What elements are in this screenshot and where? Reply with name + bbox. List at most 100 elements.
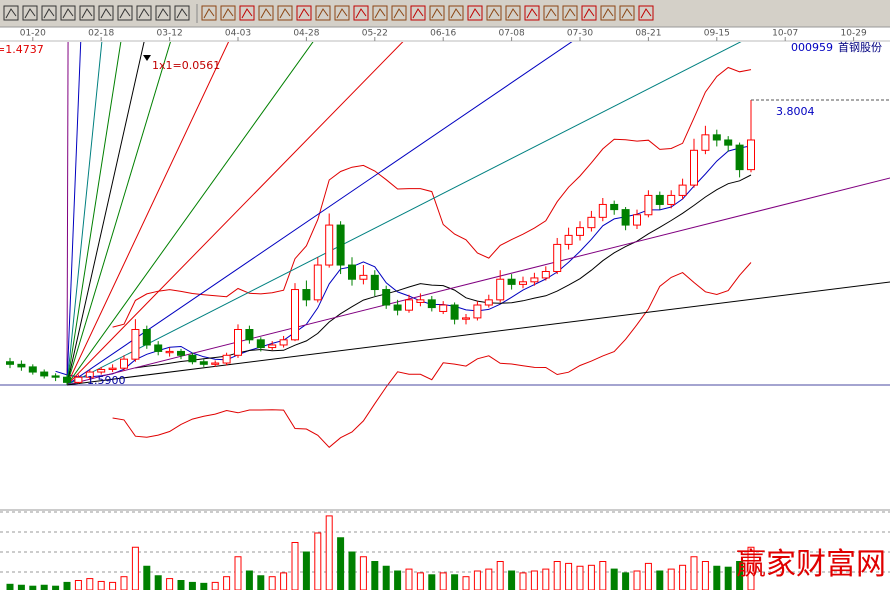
tool-button[interactable] (448, 5, 464, 21)
volume-bar (143, 565, 151, 590)
tool-button[interactable] (334, 5, 350, 21)
tool-button[interactable] (220, 5, 236, 21)
candle-body (63, 376, 71, 383)
tool-button[interactable] (600, 5, 616, 21)
candle-body (450, 304, 459, 320)
volume-bar (622, 572, 630, 590)
tool-button[interactable] (239, 5, 255, 21)
bollinger-upper (112, 66, 752, 328)
tool-button[interactable] (391, 5, 407, 21)
candle-body (108, 367, 117, 370)
volume-bar (599, 561, 607, 590)
tool-button[interactable] (60, 5, 76, 21)
tool-button[interactable] (136, 5, 152, 21)
candle-body (142, 329, 151, 346)
tool-button[interactable] (372, 5, 388, 21)
gann-fan-line (66, 281, 890, 386)
tool-button[interactable] (410, 5, 426, 21)
volume-bar (177, 580, 185, 590)
candle-body (131, 329, 140, 360)
volume-bar (200, 582, 208, 590)
candle-body (519, 281, 527, 285)
tool-glyph (100, 8, 112, 19)
tool-glyph (640, 8, 652, 19)
tool-button[interactable] (562, 5, 578, 21)
tool-button[interactable] (201, 5, 217, 21)
candle-body (427, 299, 436, 309)
tool-button[interactable] (277, 5, 293, 21)
volume-bar (337, 537, 345, 590)
tool-glyph (526, 8, 538, 19)
gann-fan-line (66, 42, 404, 386)
tool-glyph (393, 8, 405, 19)
tool-glyph (24, 8, 36, 19)
tool-button[interactable] (296, 5, 312, 21)
candle-body (291, 289, 299, 341)
tool-button[interactable] (581, 5, 597, 21)
volume-bar (530, 570, 538, 590)
candle-body (382, 289, 391, 306)
tool-button[interactable] (258, 5, 274, 21)
tool-button[interactable] (315, 5, 331, 21)
volume-bar (542, 568, 550, 590)
tool-button[interactable] (353, 5, 369, 21)
gann-fan-line (66, 42, 230, 386)
tool-button[interactable] (98, 5, 114, 21)
gann-fan-line (66, 42, 573, 386)
gann-fan-line (66, 42, 103, 385)
tool-glyph (81, 8, 93, 19)
tool-button[interactable] (429, 5, 445, 21)
tool-button[interactable] (22, 5, 38, 21)
tool-button[interactable] (619, 5, 635, 21)
volume-bar (223, 576, 231, 590)
volume-bar (325, 515, 333, 590)
volume-bar (736, 561, 744, 590)
tool-button[interactable] (467, 5, 483, 21)
tool-glyph (176, 8, 188, 19)
tool-button[interactable] (543, 5, 559, 21)
tool-glyph (203, 8, 215, 19)
candle-body (154, 344, 163, 352)
tool-glyph (564, 8, 576, 19)
annotation: 1.5900 (87, 374, 126, 387)
tool-button[interactable] (638, 5, 654, 21)
tool-button[interactable] (155, 5, 171, 21)
x-tick-label: 01-20 (20, 29, 46, 39)
tool-button[interactable] (117, 5, 133, 21)
tool-button[interactable] (524, 5, 540, 21)
candle-body (724, 139, 733, 146)
tool-button[interactable] (174, 5, 190, 21)
gann-marker (143, 55, 151, 61)
tool-button[interactable] (486, 5, 502, 21)
candle-body (177, 350, 185, 356)
tool-glyph (355, 8, 367, 19)
x-tick-label: 07-08 (499, 29, 525, 39)
volume-bar (508, 570, 516, 590)
tool-glyph (431, 8, 443, 19)
candle-body (690, 149, 698, 186)
tool-glyph (298, 8, 310, 19)
volume-bar (40, 584, 48, 590)
tool-button[interactable] (505, 5, 521, 21)
gann-fan-line (66, 42, 145, 386)
candle-body (496, 278, 505, 301)
tool-button[interactable] (3, 5, 19, 21)
tool-button[interactable] (79, 5, 95, 21)
volume-bar (633, 570, 641, 590)
volume-bar (553, 561, 561, 590)
tool-glyph (62, 8, 74, 19)
x-tick-label: 02-18 (88, 29, 114, 39)
x-tick-label: 08-21 (635, 29, 661, 39)
volume-bar (394, 570, 402, 590)
candle-body (302, 289, 311, 301)
x-tick-label: 04-28 (293, 29, 319, 39)
candle-body (667, 194, 676, 205)
volume-bar (52, 585, 60, 590)
candle-body (279, 339, 288, 346)
x-tick-label: 09-15 (704, 29, 730, 39)
candle-body (701, 134, 710, 151)
tool-button[interactable] (41, 5, 57, 21)
volume-bar (428, 574, 436, 590)
candle-body (211, 362, 220, 365)
